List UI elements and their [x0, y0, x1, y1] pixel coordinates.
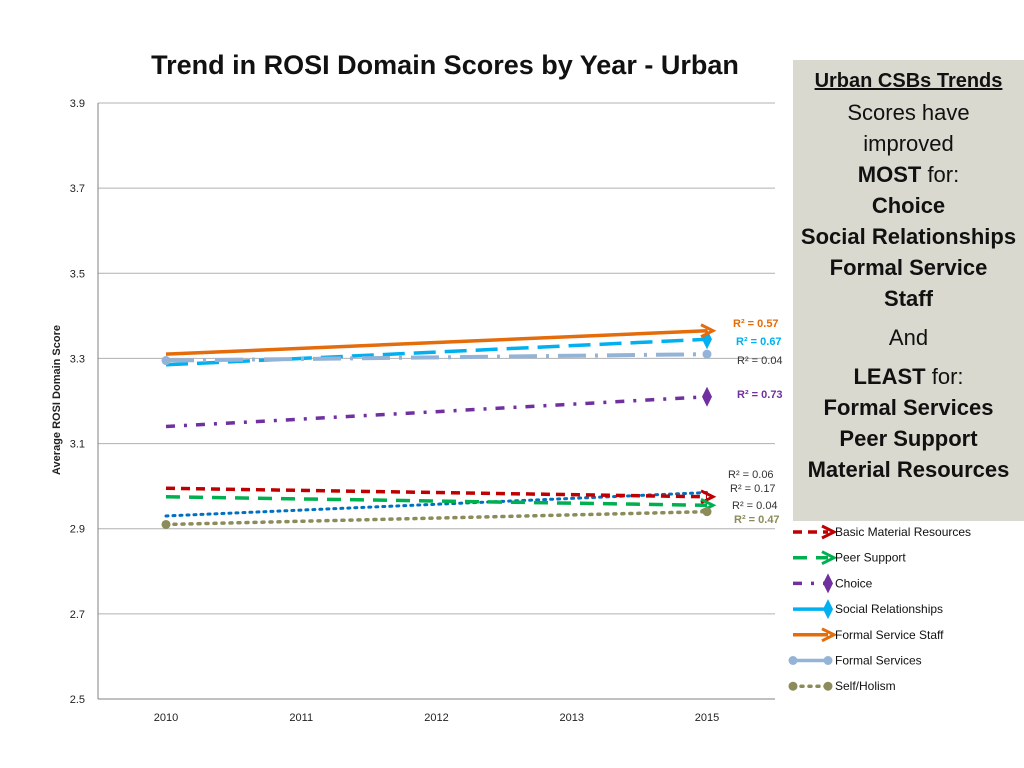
trends-most-line: MOST for:	[793, 159, 1024, 190]
series-end-marker-2	[702, 386, 712, 407]
legend-marker-5	[823, 656, 833, 665]
least-item-formal-services: Formal Services	[823, 395, 994, 420]
most-item-staff: Staff	[884, 286, 933, 311]
r2-label-7: R² = 0.73	[737, 389, 783, 401]
r2-labels: R² = 0.06 R² = 0.17 R² = 0.04 R² = 0.47 R² =…	[728, 318, 783, 526]
legend-label-2: Choice	[835, 576, 873, 590]
series-end-marker-5	[702, 349, 712, 359]
legend-marker-6	[823, 681, 833, 691]
series-line-0	[165, 486, 708, 499]
for-label-2: for:	[925, 364, 964, 389]
x-tick-label: 2013	[560, 712, 584, 724]
legend-start-marker-6	[788, 681, 798, 691]
legend-marker-3	[823, 599, 833, 620]
r2-label-5: R² = 0.67	[736, 336, 782, 348]
r2-label-1: R² = 0.17	[730, 483, 776, 495]
r2-label-2: R² = 0.04	[732, 500, 778, 512]
trends-line1: Scores have	[847, 100, 970, 125]
y-tick-label: 2.7	[70, 609, 85, 621]
legend-label-3: Social Relationships	[835, 602, 943, 616]
series-end-marker-6	[702, 507, 712, 517]
legend-label-4: Formal Service Staff	[835, 628, 944, 642]
series-line-4	[165, 329, 708, 356]
y-tick-label: 3.1	[70, 439, 85, 451]
y-tick-label: 2.9	[70, 524, 85, 536]
least-item-peer-support: Peer Support	[839, 426, 978, 451]
x-tick-label: 2010	[154, 712, 178, 724]
legend-label-1: Peer Support	[835, 551, 906, 565]
legend-label-5: Formal Services	[835, 654, 922, 668]
least-label: LEAST	[853, 364, 926, 389]
legend-marker-4	[821, 627, 838, 643]
trends-and: And	[888, 325, 929, 350]
legend-marker-2	[823, 573, 833, 594]
legend-label-0: Basic Material Resources	[835, 525, 971, 539]
legend-label-6: Self/Holism	[835, 679, 896, 693]
series-start-marker-5	[161, 356, 171, 366]
trends-line2: improved	[863, 131, 954, 156]
x-tick-label: 2012	[424, 712, 448, 724]
series-start-marker-6	[161, 519, 171, 529]
trendline-extra-dotted	[164, 491, 709, 518]
legend-marker-1	[821, 550, 838, 566]
legend-marker-0	[821, 524, 838, 540]
y-tick-label: 3.9	[70, 98, 85, 110]
least-item-material-resources: Material Resources	[807, 457, 1010, 482]
y-tick-label: 3.7	[70, 183, 85, 195]
gridlines	[98, 102, 775, 615]
series-line-6	[164, 509, 709, 527]
y-axis-label: Average ROSI Domain Score	[51, 325, 63, 475]
series-line-5	[165, 352, 708, 363]
series-lines	[161, 323, 717, 529]
trends-least-line: LEAST for:	[793, 361, 1024, 392]
legend: Basic Material Resources Peer Support Choi…	[788, 524, 971, 693]
x-tick-label: 2011	[289, 712, 313, 724]
legend-start-marker-5	[788, 656, 798, 665]
y-tick-label: 2.5	[70, 694, 85, 706]
axes: 2.5 2.7 2.9 3.1 3.3 3.5 3.7 3.9 2010 2011 2012 2013…	[51, 98, 775, 724]
most-label: MOST	[857, 162, 922, 187]
x-tick-label: 2015	[695, 712, 719, 724]
series-end-marker-4	[700, 323, 717, 339]
most-item-social: Social Relationships	[800, 224, 1017, 249]
chart-title: Trend in ROSI Domain Scores by Year - Ur…	[151, 50, 739, 80]
y-tick-label: 3.3	[70, 353, 85, 365]
most-item-formal-service: Formal Service	[829, 255, 988, 280]
for-label-1: for:	[921, 162, 960, 187]
r2-label-3: R² = 0.47	[734, 514, 780, 526]
series-line-2	[165, 394, 708, 429]
trends-heading: Urban CSBs Trends	[814, 70, 1003, 92]
r2-label-6: R² = 0.04	[737, 355, 783, 367]
r2-label-0: R² = 0.06	[728, 469, 774, 481]
series-line-1	[165, 495, 708, 508]
trends-box: Urban CSBs Trends Scores have improved M…	[793, 60, 1024, 521]
r2-label-4: R² = 0.57	[733, 318, 779, 330]
most-item-choice: Choice	[871, 193, 946, 218]
series-line-3	[165, 337, 708, 367]
y-tick-label: 3.5	[70, 268, 85, 280]
